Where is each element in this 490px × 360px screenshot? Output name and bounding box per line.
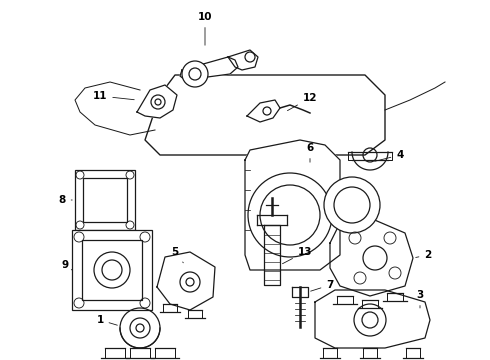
Polygon shape — [180, 57, 238, 80]
Polygon shape — [228, 50, 258, 70]
Circle shape — [182, 61, 208, 87]
Text: 1: 1 — [97, 315, 117, 325]
Text: 5: 5 — [172, 247, 183, 263]
Text: 7: 7 — [311, 280, 334, 291]
Polygon shape — [245, 140, 340, 270]
Circle shape — [324, 177, 380, 233]
Polygon shape — [315, 290, 430, 348]
Polygon shape — [75, 170, 135, 230]
Text: 11: 11 — [93, 91, 134, 101]
Text: 12: 12 — [288, 93, 317, 111]
Text: 13: 13 — [282, 247, 312, 264]
Polygon shape — [157, 252, 215, 310]
Text: 2: 2 — [416, 250, 432, 260]
Text: 9: 9 — [61, 260, 72, 270]
Text: 8: 8 — [58, 195, 72, 205]
Polygon shape — [137, 85, 177, 118]
Polygon shape — [72, 230, 152, 310]
Polygon shape — [247, 100, 280, 122]
Text: 6: 6 — [306, 143, 314, 162]
Text: 10: 10 — [198, 12, 212, 45]
Text: 4: 4 — [375, 150, 404, 161]
Text: 3: 3 — [416, 290, 424, 308]
Polygon shape — [330, 218, 413, 296]
